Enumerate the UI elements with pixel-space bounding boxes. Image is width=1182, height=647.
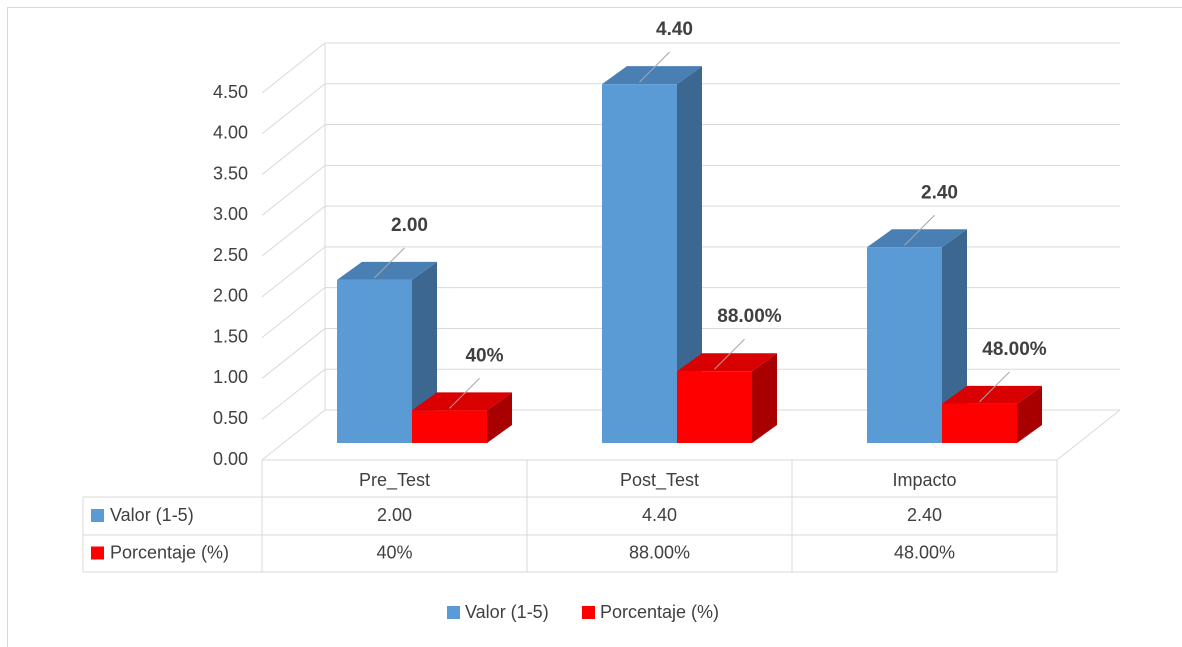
- table-legend-key: [91, 509, 104, 522]
- bar: [337, 279, 412, 443]
- grid-line: [261, 409, 326, 461]
- leader-line: [639, 51, 670, 83]
- category-label: Post_Test: [620, 470, 699, 491]
- grid-line: [261, 205, 326, 257]
- bar-top: [412, 392, 512, 411]
- y-tick-label: 1.50: [213, 326, 248, 346]
- bar: [602, 84, 677, 444]
- category-label: Impacto: [892, 470, 956, 490]
- grid-line: [261, 42, 326, 94]
- bar-side: [677, 66, 702, 444]
- table-cell: 40%: [376, 542, 412, 562]
- bar: [412, 410, 487, 443]
- floor-edge: [1056, 409, 1121, 461]
- data-label: 2.00: [391, 215, 428, 236]
- leader-line: [449, 378, 480, 409]
- data-label: 2.40: [921, 182, 958, 203]
- data-label: 48.00%: [982, 339, 1047, 360]
- grid-line: [261, 287, 326, 339]
- leader-line: [374, 247, 405, 279]
- y-tick-label: 3.00: [213, 204, 248, 224]
- bar-top: [602, 66, 702, 85]
- table-cell: 2.00: [377, 505, 412, 525]
- y-tick-label: 3.50: [213, 163, 248, 183]
- bar-top: [337, 261, 437, 280]
- bar-side: [1017, 385, 1042, 443]
- grid-line: [261, 83, 326, 135]
- y-tick-label: 0.50: [213, 408, 248, 428]
- bar: [942, 403, 1017, 443]
- table-series-name: Valor (1-5): [110, 505, 194, 525]
- y-tick-label: 4.50: [213, 82, 248, 102]
- bar: [677, 371, 752, 443]
- bar-top: [677, 353, 777, 372]
- table-cell: 4.40: [642, 505, 677, 525]
- category-label: Pre_Test: [359, 470, 430, 491]
- bar-side: [487, 392, 512, 443]
- grid-line: [261, 328, 326, 379]
- chart-border: [7, 7, 1182, 647]
- legend-key: [582, 606, 595, 619]
- legend-label: Valor (1-5): [465, 602, 549, 622]
- y-tick-label: 4.00: [213, 123, 248, 143]
- grid-line: [261, 368, 326, 420]
- bar: [867, 247, 942, 443]
- leader-line: [979, 371, 1010, 403]
- table-cell: 88.00%: [629, 542, 690, 562]
- leader-line: [714, 338, 745, 370]
- table-legend-key: [91, 546, 104, 560]
- y-tick-label: 1.00: [213, 367, 248, 387]
- grid-line: [261, 124, 326, 175]
- y-tick-label: 2.50: [213, 245, 248, 265]
- bar-side: [942, 229, 967, 443]
- legend-label: Porcentaje (%): [600, 602, 719, 622]
- table-cell: 48.00%: [894, 542, 955, 562]
- legend-key: [447, 606, 460, 619]
- bar-side: [752, 353, 777, 443]
- data-label: 4.40: [656, 19, 693, 40]
- bar-top: [942, 385, 1042, 404]
- y-tick-label: 2.00: [213, 286, 248, 306]
- bar-top: [867, 229, 967, 248]
- table-series-name: Porcentaje (%): [110, 542, 229, 562]
- data-label: 40%: [465, 345, 503, 366]
- table-cell: 2.40: [907, 505, 942, 525]
- grid-line: [261, 246, 326, 298]
- grid-line: [261, 164, 326, 216]
- data-label: 88.00%: [717, 306, 782, 327]
- leader-line: [904, 214, 935, 246]
- y-tick-label: 0.00: [213, 449, 248, 469]
